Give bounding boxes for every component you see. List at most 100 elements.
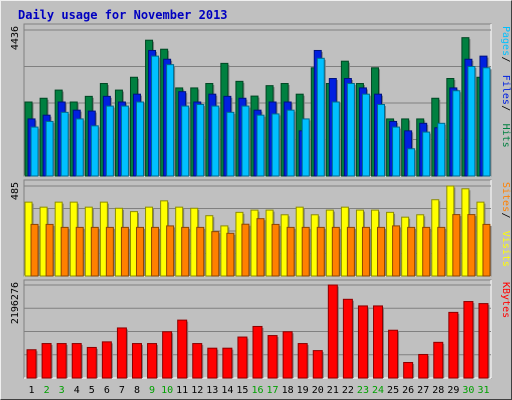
bar-sites-day-22 [346, 226, 355, 277]
bar-sites-day-15 [241, 223, 250, 277]
bar-kbytes-day-12 [192, 343, 203, 379]
bar-kbytes-day-10 [162, 331, 173, 379]
x-tick-day-24: 24 [372, 385, 384, 396]
bar-sites-day-27 [422, 226, 431, 277]
bar-sites-day-13 [211, 231, 220, 277]
bar-pages-day-26 [407, 148, 416, 177]
bar-kbytes-day-29 [448, 311, 459, 379]
legend-hits: Hits [500, 124, 511, 148]
bar-kbytes-day-13 [207, 347, 218, 379]
x-tick-day-7: 7 [119, 385, 125, 396]
bar-kbytes-day-8 [131, 343, 142, 379]
bar-sites-day-9 [151, 226, 160, 277]
legend-visits: Visits [500, 231, 511, 267]
bar-pages-day-15 [241, 105, 250, 177]
bar-kbytes-day-3 [56, 343, 67, 379]
bar-kbytes-day-14 [222, 347, 233, 379]
bar-pages-day-18 [286, 109, 295, 177]
bar-kbytes-day-1 [26, 349, 37, 379]
bar-pages-day-1 [30, 126, 39, 177]
legend-kbytes: KBytes [500, 282, 511, 318]
bar-sites-day-10 [166, 225, 175, 277]
bar-sites-day-4 [75, 226, 84, 277]
x-tick-day-17: 17 [267, 385, 279, 396]
bar-sites-day-3 [60, 226, 69, 277]
bar-kbytes-day-22 [342, 298, 353, 379]
bar-sites-day-11 [181, 226, 190, 277]
x-tick-day-5: 5 [89, 385, 95, 396]
bar-kbytes-day-17 [267, 335, 278, 379]
bar-sites-day-26 [407, 226, 416, 277]
legend-pages: Pages [500, 26, 511, 56]
x-tick-day-11: 11 [176, 385, 188, 396]
legend-separator: / [500, 105, 511, 111]
bar-sites-day-28 [437, 226, 446, 277]
bar-sites-day-20 [316, 226, 325, 277]
legend-separator: / [500, 213, 511, 219]
bar-pages-day-24 [377, 104, 386, 177]
bar-pages-day-3 [60, 111, 69, 177]
x-tick-day-28: 28 [432, 385, 444, 396]
x-tick-day-26: 26 [402, 385, 414, 396]
chart-title: Daily usage for November 2013 [18, 8, 228, 22]
bar-kbytes-day-24 [373, 305, 384, 379]
bar-kbytes-day-23 [357, 305, 368, 379]
bar-kbytes-day-2 [41, 343, 52, 379]
bar-pages-day-25 [392, 126, 401, 177]
bar-kbytes-day-9 [147, 343, 158, 379]
panel-3-max-label: 2196276 [10, 282, 21, 324]
bar-sites-day-31 [482, 223, 491, 277]
bar-pages-day-17 [271, 113, 280, 177]
bar-pages-day-4 [75, 118, 84, 177]
x-tick-day-15: 15 [236, 385, 248, 396]
legend-sites: Sites [500, 182, 511, 212]
bar-pages-day-28 [437, 122, 446, 177]
bar-pages-day-8 [135, 101, 144, 177]
bar-pages-day-16 [256, 114, 265, 177]
bar-pages-day-31 [482, 67, 491, 177]
bar-sites-day-25 [392, 225, 401, 277]
bar-pages-day-29 [452, 90, 461, 177]
bar-kbytes-day-7 [116, 327, 127, 379]
x-tick-day-30: 30 [462, 385, 474, 396]
bar-sites-day-18 [286, 226, 295, 277]
x-tick-day-12: 12 [191, 385, 203, 396]
x-tick-day-16: 16 [251, 385, 263, 396]
bar-sites-day-14 [226, 232, 235, 277]
x-axis-day-labels: 1 2 3 4 5 6 7 8 9 10 11 12 13 14 15 16 17 18 19 20 21 22 23 24 2… [29, 385, 490, 396]
x-tick-day-10: 10 [161, 385, 173, 396]
x-tick-day-23: 23 [357, 385, 369, 396]
bar-kbytes-day-18 [282, 331, 293, 379]
x-tick-day-18: 18 [282, 385, 294, 396]
panel-2-max-label: 485 [10, 182, 21, 200]
bar-kbytes-day-21 [327, 284, 338, 379]
bar-pages-day-10 [166, 64, 175, 177]
bar-sites-day-30 [467, 214, 476, 277]
bar-kbytes-day-20 [312, 350, 323, 379]
bar-pages-day-19 [301, 118, 310, 177]
x-tick-day-1: 1 [29, 385, 35, 396]
x-tick-day-21: 21 [327, 385, 339, 396]
bar-sites-day-21 [331, 226, 340, 277]
bar-pages-day-22 [346, 83, 355, 177]
bar-sites-day-19 [301, 226, 310, 277]
bar-pages-day-14 [226, 111, 235, 177]
x-tick-day-6: 6 [104, 385, 110, 396]
bar-kbytes-day-28 [433, 341, 444, 379]
bar-kbytes-day-27 [418, 353, 429, 379]
bar-kbytes-day-11 [177, 319, 188, 379]
bar-pages-day-27 [422, 131, 431, 177]
x-tick-day-20: 20 [312, 385, 324, 396]
panel-1: 4436 Pages / Files / Hits [10, 23, 511, 177]
x-tick-day-8: 8 [134, 385, 140, 396]
panel-2-legend: Sites / Visits [500, 182, 511, 267]
bar-pages-day-6 [105, 105, 114, 177]
panel-3-legend: KBytes [500, 282, 511, 318]
panel-1-max-label: 4436 [10, 26, 21, 50]
bar-pages-day-13 [211, 105, 220, 177]
x-tick-day-9: 9 [149, 385, 155, 396]
bar-sites-day-12 [196, 226, 205, 277]
bar-pages-day-7 [120, 105, 129, 177]
bar-sites-day-29 [452, 214, 461, 277]
